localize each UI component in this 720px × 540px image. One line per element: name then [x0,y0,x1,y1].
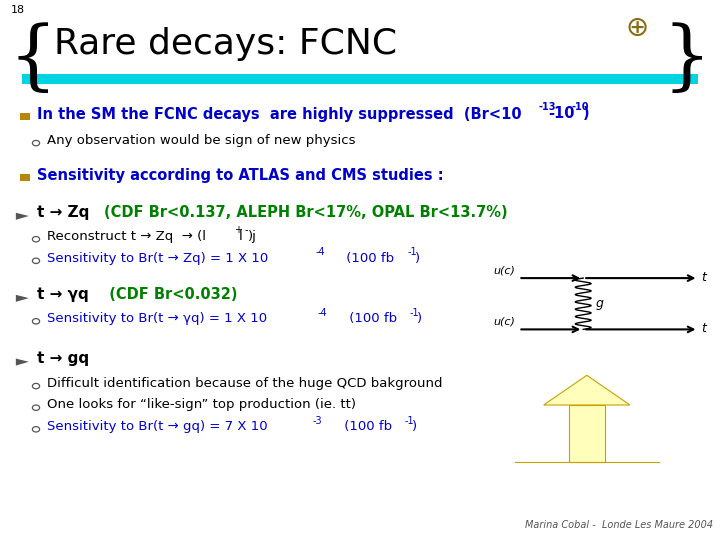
Text: (100 fb: (100 fb [325,252,395,265]
Text: -4: -4 [318,307,327,318]
Text: ): ) [415,252,420,265]
Text: Any observation would be sign of new physics: Any observation would be sign of new phy… [47,134,355,147]
Text: {: { [9,22,57,96]
Text: -: - [244,225,248,235]
Text: In the SM the FCNC decays  are highly suppressed  (Br<10: In the SM the FCNC decays are highly sup… [37,106,522,122]
Text: t → Zq: t → Zq [37,205,100,220]
Text: -10: -10 [572,102,589,112]
Text: Reconstruct t → Zq  → (l: Reconstruct t → Zq → (l [47,230,206,243]
Text: l: l [239,230,243,243]
Polygon shape [16,213,29,220]
Text: (100 fb: (100 fb [328,312,397,325]
Text: t: t [701,271,706,284]
Text: ): ) [417,312,422,325]
Text: -1: -1 [405,415,414,426]
Text: -13: -13 [539,102,556,112]
Text: u(c): u(c) [493,265,515,275]
Text: }: } [663,22,711,96]
Text: Rare decays: FCNC: Rare decays: FCNC [54,27,397,61]
Bar [569,405,605,462]
Text: 18: 18 [11,5,25,16]
Text: One looks for “like-sign” top production (ie. tt): One looks for “like-sign” top production… [47,399,356,411]
Text: Marina Cobal -  Londe Les Maure 2004: Marina Cobal - Londe Les Maure 2004 [525,520,713,530]
Text: -1: -1 [410,307,419,318]
Text: u(c): u(c) [493,316,515,327]
Text: -10: -10 [549,106,575,122]
Text: Sensitivity to Br(t → γq) = 1 X 10: Sensitivity to Br(t → γq) = 1 X 10 [47,312,267,325]
Text: )j: )j [248,230,257,243]
Text: -4: -4 [315,247,325,257]
Text: (CDF Br<0.137, ALEPH Br<17%, OPAL Br<13.7%): (CDF Br<0.137, ALEPH Br<17%, OPAL Br<13.… [104,205,508,220]
Text: -3: -3 [312,415,322,426]
Text: t → γq: t → γq [37,287,99,302]
Text: +: + [234,225,242,235]
Text: ⊕: ⊕ [626,14,649,42]
Text: ): ) [583,106,590,122]
Text: Difficult identification because of the huge QCD bakground: Difficult identification because of the … [47,377,442,390]
Bar [22,74,698,84]
Polygon shape [544,375,630,405]
Text: g: g [595,297,603,310]
Text: t: t [701,322,706,335]
Text: (CDF Br<0.032): (CDF Br<0.032) [99,287,238,302]
Bar [20,174,30,181]
Text: -1: -1 [408,247,417,257]
Text: Sensitivity to Br(t → Zq) = 1 X 10: Sensitivity to Br(t → Zq) = 1 X 10 [47,252,268,265]
Bar [20,113,30,120]
Polygon shape [16,295,29,302]
Polygon shape [16,359,29,366]
Text: ): ) [412,420,417,433]
Text: Sensitivity to Br(t → gq) = 7 X 10: Sensitivity to Br(t → gq) = 7 X 10 [47,420,267,433]
Text: t → gq: t → gq [37,351,89,366]
Text: (100 fb: (100 fb [323,420,392,433]
Text: Sensitivity according to ATLAS and CMS studies :: Sensitivity according to ATLAS and CMS s… [37,167,444,183]
